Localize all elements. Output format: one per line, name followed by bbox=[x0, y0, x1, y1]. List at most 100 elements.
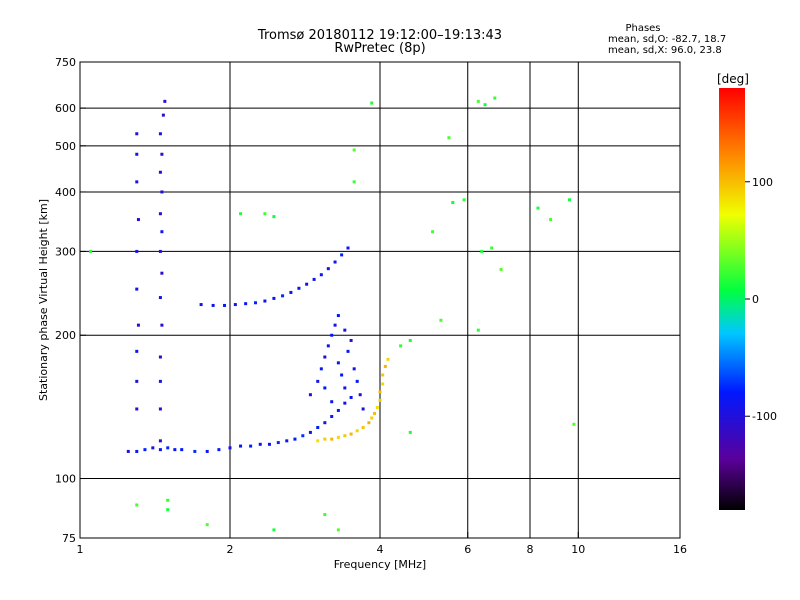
data-point bbox=[316, 439, 320, 443]
data-point bbox=[249, 444, 253, 448]
colorbar-ticks: 100 0 -100 bbox=[745, 176, 777, 423]
data-point bbox=[447, 136, 451, 140]
data-point bbox=[272, 528, 276, 532]
data-point bbox=[370, 416, 374, 420]
data-point bbox=[308, 393, 312, 397]
data-point bbox=[258, 442, 262, 446]
data-point bbox=[223, 303, 227, 307]
y-axis-label: Stationary phase Virtual Height [km] bbox=[37, 199, 50, 401]
data-point bbox=[158, 249, 162, 253]
data-point bbox=[352, 367, 356, 371]
data-point bbox=[330, 437, 334, 441]
data-point bbox=[490, 246, 494, 250]
data-point bbox=[343, 401, 347, 405]
data-point bbox=[281, 294, 285, 298]
data-point bbox=[217, 448, 221, 452]
data-point bbox=[276, 441, 280, 445]
data-point bbox=[135, 407, 139, 411]
data-point bbox=[323, 386, 327, 390]
data-point bbox=[160, 190, 164, 194]
data-point bbox=[267, 442, 271, 446]
data-point bbox=[343, 328, 347, 332]
data-point bbox=[193, 449, 197, 453]
data-point bbox=[330, 333, 334, 337]
data-point bbox=[135, 379, 139, 383]
data-point bbox=[381, 382, 385, 386]
data-point bbox=[476, 99, 480, 103]
data-point bbox=[312, 277, 316, 281]
data-point bbox=[289, 290, 293, 294]
data-point bbox=[336, 408, 340, 412]
data-point bbox=[381, 373, 385, 377]
data-point bbox=[361, 407, 365, 411]
data-point bbox=[352, 148, 356, 152]
data-point bbox=[166, 498, 170, 502]
data-point bbox=[483, 103, 487, 107]
data-point bbox=[163, 99, 167, 103]
data-point bbox=[319, 273, 323, 277]
chart-title: Tromsø 20180112 19:12:00–19:13:43 bbox=[257, 28, 502, 43]
data-point bbox=[358, 393, 362, 397]
data-point bbox=[135, 287, 139, 291]
y-tick-label: 100 bbox=[55, 473, 76, 486]
data-point bbox=[336, 361, 340, 365]
data-point bbox=[205, 449, 209, 453]
data-point bbox=[160, 271, 164, 275]
data-point bbox=[135, 249, 139, 253]
data-point bbox=[166, 508, 170, 512]
data-point bbox=[370, 101, 374, 105]
x-tick-label: 8 bbox=[527, 543, 534, 556]
data-point bbox=[285, 439, 289, 443]
data-point bbox=[336, 314, 340, 318]
data-point bbox=[160, 323, 164, 327]
data-point bbox=[272, 296, 276, 300]
data-point bbox=[349, 338, 353, 342]
data-point bbox=[549, 218, 553, 222]
data-point bbox=[476, 328, 480, 332]
data-point bbox=[343, 386, 347, 390]
axis-ticks: 1 2 4 6 8 10 16 75 100 200 300 400 500 600 750 bbox=[55, 56, 687, 556]
data-point bbox=[161, 113, 165, 117]
data-point bbox=[211, 303, 215, 307]
colorbar-tick-label: 100 bbox=[752, 176, 773, 189]
chart-subtitle: RwPretec (8p) bbox=[334, 41, 425, 56]
data-point bbox=[361, 425, 365, 429]
data-point bbox=[326, 344, 330, 348]
data-point bbox=[340, 253, 344, 257]
data-point bbox=[346, 349, 350, 353]
data-point bbox=[378, 390, 382, 394]
colorbar-tick-label: -100 bbox=[752, 410, 777, 423]
data-point bbox=[263, 212, 267, 216]
data-point bbox=[89, 249, 93, 253]
data-point bbox=[199, 303, 203, 307]
y-tick-label: 500 bbox=[55, 140, 76, 153]
data-point bbox=[349, 432, 353, 436]
data-point bbox=[173, 448, 177, 452]
data-point bbox=[323, 421, 327, 425]
data-point bbox=[462, 198, 466, 202]
data-point bbox=[233, 303, 237, 307]
data-point bbox=[272, 215, 276, 219]
data-point bbox=[352, 180, 356, 184]
data-point bbox=[326, 267, 330, 271]
data-point bbox=[180, 448, 184, 452]
data-point bbox=[349, 395, 353, 399]
data-point bbox=[408, 430, 412, 434]
x-axis-label: Frequency [MHz] bbox=[334, 558, 426, 571]
data-point bbox=[253, 301, 257, 305]
data-point bbox=[135, 152, 139, 156]
data-point bbox=[567, 198, 571, 202]
data-point bbox=[336, 528, 340, 532]
data-point bbox=[158, 132, 162, 136]
data-point bbox=[263, 299, 267, 303]
data-point bbox=[323, 437, 327, 441]
stats-o-mode: mean, sd,O: -82.7, 18.7 bbox=[608, 34, 726, 45]
y-tick-label: 200 bbox=[55, 329, 76, 342]
data-point bbox=[239, 444, 243, 448]
data-point bbox=[367, 421, 371, 425]
data-point bbox=[330, 400, 334, 404]
x-tick-label: 6 bbox=[464, 543, 471, 556]
data-point bbox=[378, 398, 382, 402]
data-point bbox=[431, 230, 435, 234]
